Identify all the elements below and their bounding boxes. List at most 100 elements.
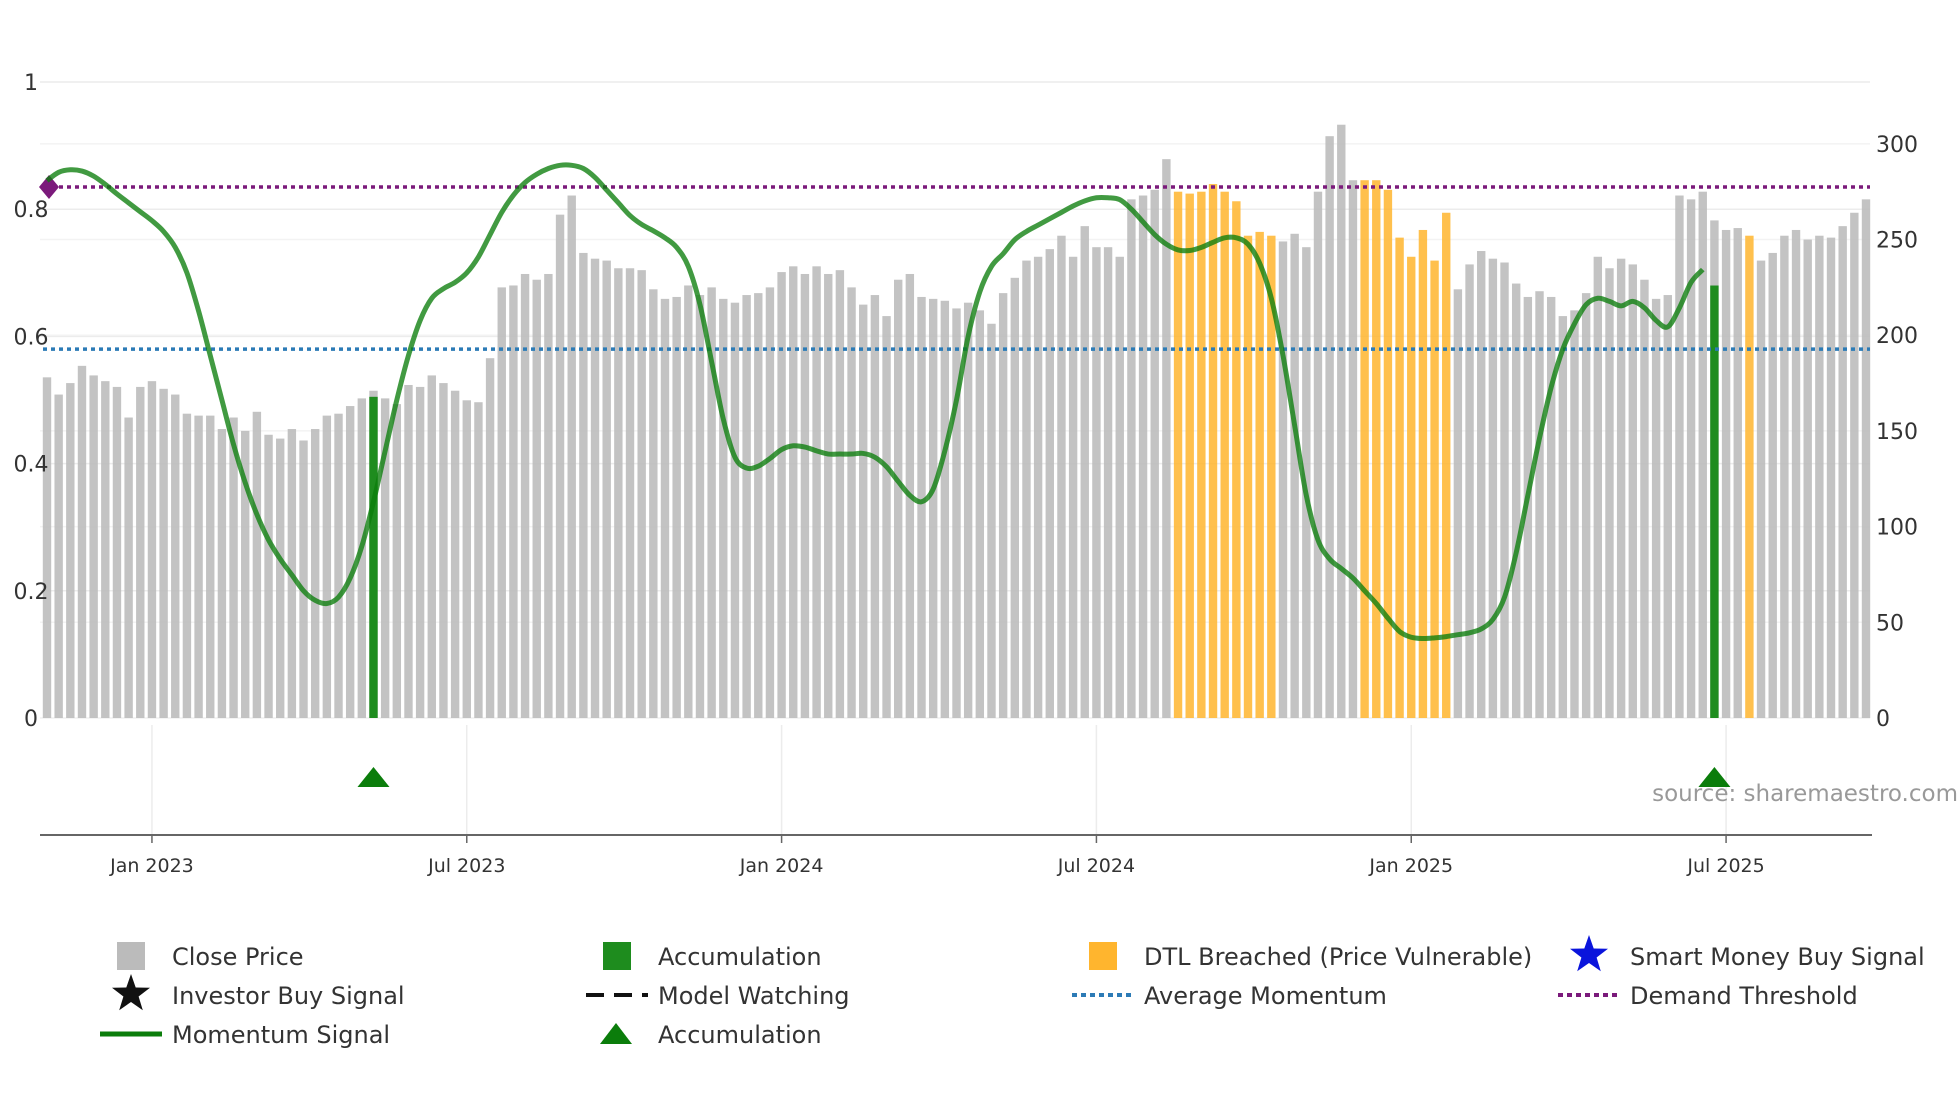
left-axis-tick: 0.2 — [14, 580, 49, 605]
close-price-bar — [77, 365, 87, 718]
x-axis-tick: Jan 2023 — [109, 855, 194, 877]
close-price-bar — [171, 394, 180, 718]
close-price-bar — [754, 293, 763, 718]
close-price-bar — [1068, 256, 1078, 718]
close-price-bar — [590, 258, 600, 718]
close-price-bar — [1651, 298, 1661, 718]
close-price-bar — [1453, 289, 1463, 718]
close-price-bar — [672, 296, 681, 718]
accumulation-legend-icon — [600, 1023, 632, 1044]
right-axis-tick: 50 — [1876, 611, 1904, 636]
legend-item: Accumulation — [603, 942, 822, 971]
close-price-bar — [404, 384, 413, 718]
close-price-bar — [54, 394, 63, 718]
close-price-bar — [1675, 195, 1684, 718]
close-price-bar — [625, 268, 635, 718]
source-label: source: sharemaestro.com — [1652, 781, 1958, 807]
dtl-breached-bar — [1173, 191, 1183, 718]
close-price-bar — [1593, 256, 1603, 718]
close-price-bar — [789, 266, 798, 718]
accumulation-bar — [1710, 285, 1719, 718]
price-bars — [42, 124, 1871, 719]
legend-label: Accumulation — [658, 1021, 822, 1049]
close-price-bar — [1138, 195, 1148, 718]
close-price-bar — [1815, 235, 1824, 719]
dtl-breached-bar — [1255, 231, 1264, 719]
close-price-bar — [1080, 226, 1089, 718]
close-price-bar — [159, 388, 168, 718]
close-price-bar — [345, 406, 355, 718]
x-axis-tick: Jul 2023 — [427, 855, 505, 877]
close-price-bar — [147, 381, 157, 718]
legend-label: Smart Money Buy Signal — [1630, 943, 1925, 971]
close-price-bar — [124, 417, 133, 718]
close-price-bar — [415, 386, 425, 718]
right-axis-tick: 100 — [1876, 516, 1918, 541]
right-axis-tick: 0 — [1876, 707, 1890, 732]
accumulation-legend-icon — [603, 942, 631, 970]
axes: 0 0.2 0.4 0.6 0.8 1 0 50 100 150 200 250 300 Jan 2023… — [14, 71, 1919, 877]
dtl-breached-bar — [1185, 193, 1194, 719]
close-price-bar — [695, 295, 705, 718]
legend-label: DTL Breached (Price Vulnerable) — [1144, 943, 1532, 971]
legend-item: Investor Buy Signal — [112, 974, 405, 1011]
close-price-bar — [1838, 226, 1847, 718]
close-price-bar — [474, 402, 483, 718]
close-price-bar — [1092, 247, 1101, 718]
close-price-bar — [322, 415, 332, 718]
close-price-bar — [800, 273, 810, 718]
close-price-bar — [66, 383, 75, 718]
dtl-breached-bar — [1442, 212, 1451, 718]
smart-money-buy-signal-legend-icon — [1570, 935, 1608, 972]
close-price-bar — [824, 273, 833, 718]
dtl-breached-bar — [1372, 180, 1381, 718]
close-price-bar — [1511, 283, 1521, 718]
close-price-bar — [1477, 251, 1486, 718]
close-price-bar — [1640, 279, 1649, 718]
close-price-bar — [730, 302, 740, 718]
close-price-bar — [544, 273, 553, 718]
close-price-bar — [1022, 260, 1031, 718]
legend-label: Accumulation — [658, 943, 822, 971]
legend-item: Momentum Signal — [100, 1021, 390, 1049]
close-price-bar — [1500, 262, 1509, 718]
left-axis-tick: 1 — [24, 71, 38, 96]
close-price-bar — [1616, 258, 1626, 718]
investor-buy-signal-legend-icon — [112, 974, 150, 1011]
close-price-bar — [684, 285, 693, 718]
right-axis-tick: 300 — [1876, 133, 1918, 158]
legend-label: Momentum Signal — [172, 1021, 390, 1049]
legend-item: Model Watching — [586, 982, 850, 1010]
close-price-bar — [1780, 235, 1789, 719]
close-price-bar — [707, 287, 716, 718]
dtl-breached-bar — [1383, 189, 1393, 719]
close-price-bar — [1103, 247, 1113, 718]
close-price-bar — [520, 273, 530, 718]
close-price-bar — [812, 266, 821, 718]
momentum-signal — [45, 162, 1705, 642]
dtl-breached-bar — [1197, 191, 1206, 718]
close-price-bar — [952, 308, 961, 718]
right-axis-tick: 150 — [1876, 420, 1918, 445]
close-price-bar — [485, 358, 495, 718]
close-price-bar — [975, 310, 985, 718]
close-price-bar — [299, 440, 308, 718]
dtl-breached-bar — [1220, 191, 1229, 718]
close-price-bar — [719, 298, 728, 718]
dtl-breached-bar — [1407, 256, 1416, 718]
close-price-bar — [987, 323, 996, 718]
left-axis-tick: 0.4 — [14, 453, 49, 478]
close-price-bar — [1546, 296, 1556, 718]
x-axis-tick: Jul 2024 — [1057, 855, 1135, 877]
close-price-bar — [1663, 295, 1672, 718]
legend-label: Demand Threshold — [1630, 982, 1858, 1010]
close-price-bar — [310, 429, 320, 718]
close-price-bar — [1698, 191, 1707, 718]
close-price-bar — [439, 383, 448, 718]
close-price-bar — [870, 295, 880, 718]
close-price-bar — [1628, 264, 1637, 718]
close-price-bar — [1290, 233, 1299, 718]
close-price-bar — [252, 411, 262, 718]
close-price-bar — [1127, 199, 1136, 719]
